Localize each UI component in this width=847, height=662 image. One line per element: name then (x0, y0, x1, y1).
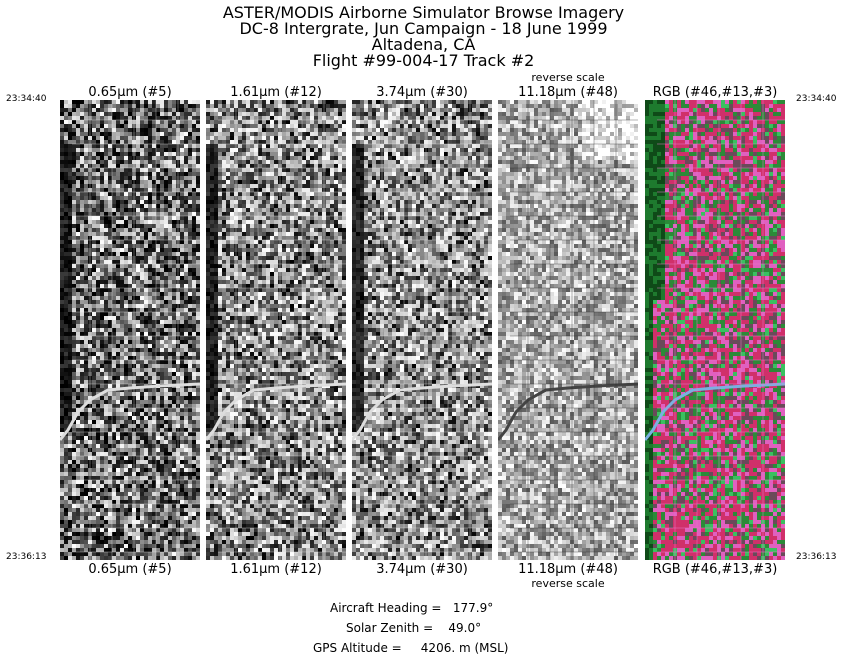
band-label-top-1: 0.65µm (#5) (60, 86, 200, 100)
start-time-left: 23:34:40 (6, 94, 46, 104)
band-label-top-2: 1.61µm (#12) (206, 86, 346, 100)
band-note-top-4: reverse scale (498, 72, 638, 84)
title-line-3: Altadena, CA (0, 36, 847, 53)
aircraft-heading: Aircraft Heading = 177.9° (330, 601, 610, 615)
start-time-right: 23:34:40 (796, 94, 836, 104)
band-label-bottom-2: 1.61µm (#12) (206, 563, 346, 577)
band-image-swir (206, 100, 346, 560)
band-label-bottom-5: RGB (#46,#13,#3) (645, 563, 785, 577)
band-label-top-5: RGB (#46,#13,#3) (645, 86, 785, 100)
end-time-right: 23:36:13 (796, 552, 836, 562)
band-image-vis (60, 100, 200, 560)
end-time-left: 23:36:13 (6, 552, 46, 562)
title-line-1: ASTER/MODIS Airborne Simulator Browse Im… (0, 4, 847, 21)
band-image-rgb (645, 100, 785, 560)
title-line-4: Flight #99-004-17 Track #2 (0, 52, 847, 69)
band-label-bottom-3: 3.74µm (#30) (352, 563, 492, 577)
band-label-top-3: 3.74µm (#30) (352, 86, 492, 100)
gps-altitude: GPS Altitude = 4206. m (MSL) (313, 641, 593, 655)
band-label-top-4: 11.18µm (#48) (498, 86, 638, 100)
band-note-bottom-4: reverse scale (498, 578, 638, 590)
band-label-bottom-4: 11.18µm (#48) (498, 563, 638, 577)
solar-zenith: Solar Zenith = 49.0° (346, 621, 626, 635)
band-label-bottom-1: 0.65µm (#5) (60, 563, 200, 577)
band-image-tir (498, 100, 638, 560)
band-image-mwir (352, 100, 492, 560)
title-line-2: DC-8 Intergrate, Jun Campaign - 18 June … (0, 20, 847, 37)
